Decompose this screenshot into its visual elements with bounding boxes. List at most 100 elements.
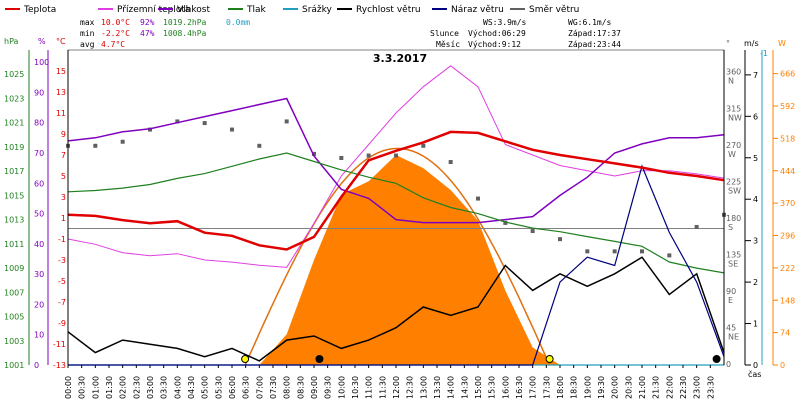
- ms-tick: 7: [753, 71, 758, 80]
- time-tick: 05:30: [214, 376, 223, 399]
- wind-speed-line: [67, 256, 725, 362]
- legend: Teplota Přízemní teplota Vlhkost Tlak Sr…: [5, 5, 579, 15]
- temperature-line: [67, 130, 725, 251]
- time-tick: 09:00: [310, 376, 319, 399]
- pct-tick: 0: [34, 361, 39, 370]
- w-tick: 148: [780, 296, 795, 305]
- w-tick: 370: [780, 199, 795, 208]
- time-tick: 17:30: [542, 376, 551, 399]
- hpa-tick: 1019: [4, 143, 24, 152]
- time-tick: 11:00: [365, 376, 374, 399]
- moon-set: Západ:23:44: [568, 40, 621, 49]
- w-tick: 444: [780, 167, 795, 176]
- wind-direction-point: [120, 139, 125, 144]
- wind-ws: WS:3.9m/s: [483, 18, 527, 27]
- direction-tick: NW: [728, 113, 742, 122]
- deg-tick: 0: [726, 360, 731, 369]
- pct-tick: 100: [34, 58, 49, 67]
- wind-direction-point: [312, 151, 316, 156]
- w-tick: 0: [780, 361, 785, 370]
- legend-tlak: Tlak: [246, 5, 267, 15]
- stats-block: max 10.0°C 92% 1019.2hPa 0.0mm min -2.2°…: [80, 18, 250, 49]
- time-tick: 20:00: [611, 376, 620, 399]
- wind-direction-point: [339, 155, 344, 160]
- wind-direction-point: [558, 237, 562, 242]
- sun-set: Západ:17:37: [568, 29, 621, 38]
- sun-label: Slunce: [430, 29, 459, 38]
- wind-direction-point: [93, 143, 98, 148]
- time-tick: 04:30: [187, 376, 196, 399]
- time-tick: 00:30: [78, 376, 87, 399]
- legend-naraz: Náraz větru: [451, 5, 504, 15]
- time-tick: 22:00: [665, 376, 674, 399]
- stat-min-label: min: [80, 29, 95, 38]
- wind-sun-block: WS:3.9m/s WG:6.1m/s Slunce Východ:06:29 …: [430, 18, 621, 49]
- direction-tick: SW: [728, 186, 741, 195]
- humidity-line: [67, 97, 725, 224]
- legend-teplota: Teplota: [23, 5, 56, 15]
- ms-tick: 0: [753, 361, 758, 370]
- moon-label: Měsíc: [436, 40, 460, 49]
- deg-tick: 135: [726, 250, 741, 259]
- time-tick: 12:00: [392, 376, 401, 399]
- time-axis: 00:00 00:30 01:00 01:30 02:00 02:30 03:00 03:30…: [64, 365, 761, 399]
- hpa-tick: 1001: [4, 361, 24, 370]
- direction-tick: E: [728, 296, 733, 305]
- pct-tick: 50: [34, 210, 44, 219]
- stat-avg-label: avg: [80, 40, 95, 49]
- ms-tick: 1: [753, 320, 758, 329]
- time-tick: 10:30: [351, 376, 360, 399]
- stat-max-rain: 0.0mm: [226, 18, 250, 27]
- hpa-tick: 1023: [4, 94, 24, 103]
- temp-tick: 13: [56, 88, 66, 97]
- wind-direction-point: [448, 160, 453, 165]
- wind-direction-point: [503, 220, 508, 225]
- temp-tick: 11: [56, 109, 66, 118]
- stat-max-label: max: [80, 18, 95, 27]
- right-axes: ° m/s-1W360N315NW270W225SW180S135SE90E45N…: [723, 39, 795, 370]
- temp-tick: -3: [58, 256, 66, 265]
- deg-tick: 315: [726, 104, 741, 113]
- wind-direction-point: [612, 249, 617, 254]
- temp-tick: -1: [58, 235, 66, 244]
- time-tick: 08:00: [283, 376, 292, 399]
- wind-direction-point: [257, 143, 262, 148]
- time-tick: 04:00: [173, 376, 182, 399]
- wind-direction-point: [175, 119, 180, 124]
- deg-tick: 180: [726, 214, 741, 223]
- temp-tick: 1: [61, 214, 66, 223]
- chart-title: 3.3.2017: [373, 52, 427, 65]
- wind-direction-point: [421, 143, 426, 148]
- hpa-tick: 1021: [4, 119, 24, 128]
- temp-tick: 3: [61, 193, 66, 202]
- direction-tick: N: [728, 77, 734, 86]
- w-tick: 222: [780, 264, 795, 273]
- time-tick: 02:30: [132, 376, 141, 399]
- sunset-marker: [545, 355, 554, 363]
- pct-tick: 70: [34, 149, 44, 158]
- ground-temperature-line: [67, 65, 725, 268]
- temp-unit-label: °C: [56, 37, 66, 46]
- wind-wg: WG:6.1m/s: [568, 18, 612, 27]
- deg-tick: 45: [726, 323, 736, 332]
- stat-max-temp: 10.0°C: [101, 18, 130, 27]
- stat-max-hum: 92%: [140, 18, 155, 27]
- time-tick: 23:30: [706, 376, 715, 399]
- wind-direction-point: [667, 253, 672, 258]
- sun-rise: Východ:06:29: [468, 29, 526, 38]
- deg-tick: 270: [726, 141, 741, 150]
- w-tick: 518: [780, 134, 795, 143]
- direction-tick: SE: [728, 259, 738, 268]
- ms-tick: 6: [753, 112, 758, 121]
- w-tick: 592: [780, 102, 795, 111]
- time-tick: 21:00: [638, 376, 647, 399]
- ms-extra-label: -1: [760, 49, 768, 58]
- time-tick: 19:30: [597, 376, 606, 399]
- wind-direction-point: [394, 153, 398, 158]
- moon-rise: Východ:9:12: [468, 40, 521, 49]
- hpa-tick: 1013: [4, 216, 24, 225]
- stat-min-press: 1008.4hPa: [163, 29, 207, 38]
- moonrise-marker: [315, 355, 324, 363]
- pressure-line: [67, 152, 725, 274]
- pct-tick: 40: [34, 240, 44, 249]
